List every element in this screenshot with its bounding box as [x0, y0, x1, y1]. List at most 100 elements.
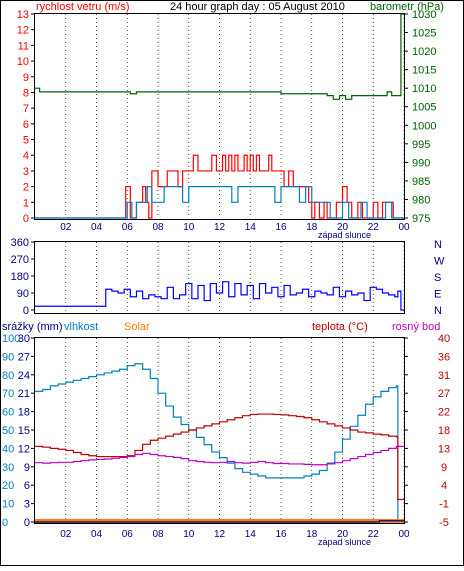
- humidity-tick-label: 30: [2, 462, 14, 474]
- baro-tick-label: 1025: [412, 28, 436, 40]
- top-x-tick-label: 20: [337, 222, 349, 233]
- rain-line: [35, 520, 404, 523]
- top-x-tick-label: 08: [152, 222, 164, 233]
- baro-tick-label: 1030: [412, 9, 436, 21]
- bottom-panel-series: [35, 363, 404, 523]
- temp-tick-label: 9: [441, 462, 447, 474]
- temp-tick-label: -5: [439, 517, 449, 529]
- temp-tick-label: 40: [438, 333, 450, 345]
- temp-tick-label: 4: [441, 480, 447, 492]
- top-x-axis-ticks: 02 04 06 08 10 12 14 16 18 20 22 00: [60, 222, 410, 233]
- wind-tick-label: 1: [23, 197, 29, 209]
- sunset-label-bottom: západ slunce: [318, 537, 371, 547]
- baro-tick-label: 975: [412, 213, 430, 225]
- rain-tick-label: 30: [18, 333, 30, 345]
- bottom-x-tick-label: 14: [245, 529, 257, 540]
- baro-tick-label: 1010: [412, 83, 436, 95]
- rain-axis-label: srážky (mm): [2, 321, 63, 333]
- solar-axis-label: Solar: [124, 321, 150, 333]
- baro-axis-ticks: 975 980 985 990 995 1000 1005 1010 1015 1020 1025 1…: [404, 9, 436, 225]
- compass-label-n: N: [434, 305, 442, 317]
- humidity-tick-label: 40: [2, 443, 14, 455]
- wind-avg-line: [35, 186, 404, 219]
- baro-tick-label: 980: [412, 194, 430, 206]
- top-x-tick-label: 14: [245, 222, 257, 233]
- baro-tick-label: 990: [412, 157, 430, 169]
- wind-tick-label: 8: [23, 87, 29, 99]
- sunset-label-top: západ slunce: [318, 230, 371, 240]
- direction-panel-frame: [34, 241, 405, 314]
- wind-tick-label: 10: [17, 56, 29, 68]
- bottom-x-tick-label: 22: [368, 529, 380, 540]
- bottom-x-tick-label: 20: [337, 529, 349, 540]
- direction-tick-label: 360: [11, 237, 29, 249]
- humidity-tick-label: 80: [2, 370, 14, 382]
- top-panel-series: [35, 13, 404, 219]
- rain-tick-label: 18: [18, 407, 30, 419]
- top-panel-grid: [65, 14, 405, 218]
- compass-label-e: E: [434, 289, 441, 301]
- temperature-line: [35, 413, 404, 501]
- direction-tick-label: 270: [11, 254, 29, 266]
- top-panel-frame: [34, 13, 405, 220]
- temp-tick-label: 36: [438, 351, 450, 363]
- bottom-x-tick-label: 02: [60, 529, 72, 540]
- baro-tick-label: 1000: [412, 120, 436, 132]
- bottom-x-tick-label: 08: [152, 529, 164, 540]
- bottom-x-tick-label: 10: [183, 529, 195, 540]
- wind-tick-label: 9: [23, 72, 29, 84]
- bottom-x-tick-label: 00: [398, 529, 410, 540]
- rain-tick-label: 21: [18, 388, 30, 400]
- rain-tick-label: 0: [24, 517, 30, 529]
- rain-tick-label: 3: [24, 499, 30, 511]
- wind-tick-label: 6: [23, 119, 29, 131]
- humidity-tick-label: 70: [2, 388, 14, 400]
- baro-tick-label: 1005: [412, 102, 436, 114]
- wind-axis-label: rychlost vetru (m/s): [36, 1, 130, 13]
- wind-tick-label: 12: [17, 25, 29, 37]
- direction-series: [35, 281, 404, 311]
- top-x-tick-label: 16: [275, 222, 287, 233]
- temp-tick-label: 13: [438, 443, 450, 455]
- wind-tick-label: 0: [23, 213, 29, 225]
- rain-tick-label: 24: [18, 370, 30, 382]
- rain-tick-label: 12: [18, 443, 30, 455]
- direction-line: [35, 281, 404, 311]
- direction-tick-label: 90: [17, 288, 29, 300]
- compass-label-n: N: [434, 239, 442, 251]
- bottom-x-tick-label: 12: [214, 529, 226, 540]
- direction-tick-label: 0: [23, 305, 29, 317]
- wind-tick-label: 5: [23, 135, 29, 147]
- humidity-axis-label: vlhkost: [64, 321, 98, 333]
- top-x-tick-label: 02: [60, 222, 72, 233]
- top-x-tick-label: 06: [122, 222, 134, 233]
- temp-tick-label: 31: [438, 370, 450, 382]
- wind-tick-label: 11: [18, 40, 29, 52]
- bottom-x-tick-label: 04: [91, 529, 103, 540]
- chart-title: 24 hour graph day : 05 August 2010: [170, 1, 345, 13]
- temp-axis-ticks: -5 -1 4 9 13 18 22 27 31 36 40: [404, 333, 450, 529]
- bottom-x-tick-label: 18: [306, 529, 318, 540]
- humidity-tick-label: 60: [2, 407, 14, 419]
- humidity-tick-label: 50: [2, 425, 14, 437]
- wind-tick-label: 7: [23, 103, 29, 115]
- direction-tick-label: 180: [11, 271, 29, 283]
- barometer-line: [35, 13, 404, 100]
- wind-tick-label: 13: [17, 9, 29, 21]
- wind-tick-label: 2: [23, 182, 29, 194]
- rain-tick-label: 27: [18, 351, 30, 363]
- compass-label-w: W: [434, 256, 445, 268]
- wind-tick-label: 4: [23, 150, 29, 162]
- dew-axis-label: rosný bod: [392, 321, 440, 333]
- rain-tick-label: 15: [18, 425, 30, 437]
- rain-tick-label: 9: [24, 462, 30, 474]
- temp-tick-label: 22: [438, 407, 450, 419]
- temp-tick-label: -1: [439, 499, 449, 511]
- humidity-tick-label: 10: [2, 499, 14, 511]
- baro-tick-label: 1020: [412, 46, 436, 58]
- humidity-tick-label: 90: [2, 351, 14, 363]
